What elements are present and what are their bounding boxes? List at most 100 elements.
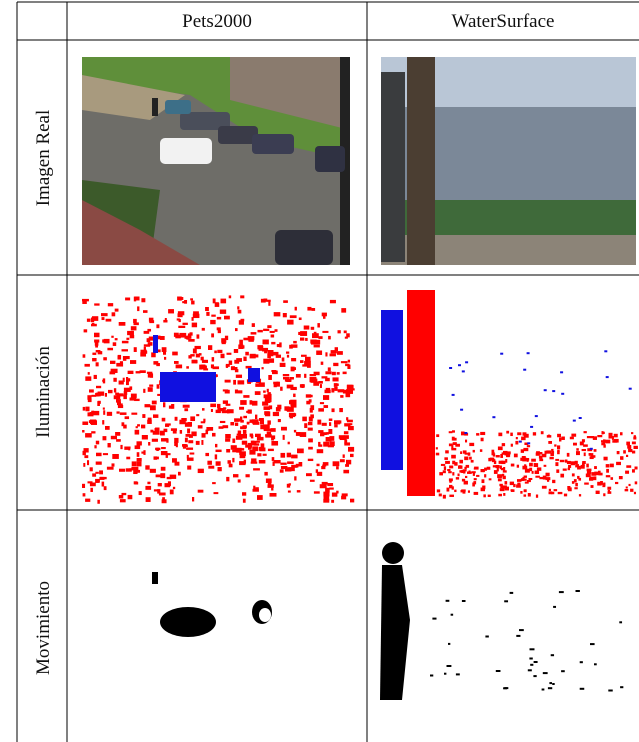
red-dot (591, 485, 594, 488)
red-dot (267, 431, 271, 436)
red-dot (539, 459, 543, 461)
red-dot (338, 330, 341, 333)
red-dot (165, 423, 171, 425)
red-dot (632, 469, 635, 472)
blue-person (381, 310, 403, 470)
red-dot (193, 349, 197, 354)
red-dot (130, 335, 134, 338)
red-dot (264, 406, 271, 410)
red-dot (179, 319, 181, 322)
blue-dot (530, 426, 533, 428)
red-dot (310, 374, 316, 376)
red-dot (306, 394, 311, 397)
red-dot (93, 411, 100, 415)
red-dot (544, 465, 547, 467)
red-dot (214, 351, 217, 354)
red-dot (459, 465, 462, 467)
red-dot (290, 387, 296, 390)
red-dot (131, 394, 137, 398)
red-dot (309, 399, 312, 402)
red-dot (350, 454, 354, 457)
red-dot (526, 458, 529, 461)
black-dot (619, 621, 622, 623)
red-dot (259, 382, 265, 386)
red-dot (346, 460, 351, 465)
red-dot (502, 485, 507, 488)
red-dot (94, 445, 96, 448)
red-dot (99, 470, 103, 474)
red-dot (320, 484, 327, 488)
red-dot (596, 491, 600, 494)
red-dot (175, 417, 178, 421)
red-dot (461, 432, 465, 436)
red-dot (317, 449, 323, 453)
red-dot (115, 432, 120, 436)
red-dot (141, 425, 145, 429)
red-dot (610, 464, 614, 468)
red-dot (238, 390, 242, 393)
red-dot (484, 474, 486, 477)
red-dot (144, 344, 150, 346)
red-dot (102, 339, 105, 342)
red-dot (220, 421, 225, 423)
red-dot (318, 430, 323, 433)
red-dot (228, 460, 231, 464)
red-dot (604, 457, 608, 461)
figure-table: Pets2000 WaterSurface Imagen Real Ilumin… (0, 0, 639, 742)
red-dot (212, 357, 215, 361)
red-dot (239, 461, 246, 465)
red-dot (296, 464, 300, 467)
red-dot (184, 300, 187, 304)
column-header: Pets2000 (182, 11, 252, 32)
red-dot (124, 388, 131, 392)
red-dot (147, 420, 152, 424)
red-dot (345, 464, 349, 467)
red-dot (220, 310, 226, 314)
red-dot (524, 476, 527, 478)
page: Pets2000 WaterSurface Imagen Real Ilumin… (0, 0, 639, 742)
red-dot (502, 443, 505, 446)
red-dot (334, 387, 337, 391)
red-dot (336, 466, 339, 469)
red-dot (274, 460, 281, 463)
red-dot (583, 444, 588, 446)
red-dot (502, 474, 504, 477)
red-dot (632, 442, 636, 445)
red-dot (326, 437, 332, 441)
red-dot (248, 410, 252, 414)
red-dot (225, 390, 230, 394)
red-dot (288, 442, 290, 445)
red-dot (216, 450, 222, 452)
red-dot (629, 484, 631, 486)
red-dot (552, 480, 555, 483)
red-dot (310, 408, 313, 413)
red-dot (307, 365, 311, 368)
red-dot (170, 490, 174, 495)
red-dot (334, 424, 337, 427)
red-dot (290, 400, 296, 405)
red-dot (603, 483, 605, 487)
red-dot (101, 313, 108, 316)
red-dot (213, 299, 216, 304)
red-dot (325, 390, 331, 394)
red-dot (575, 483, 578, 486)
red-dot (473, 473, 475, 476)
red-dot (304, 326, 310, 330)
red-dot (232, 450, 236, 453)
red-dot (590, 456, 594, 459)
red-dot (103, 357, 107, 360)
red-dot (246, 474, 250, 477)
red-dot (263, 454, 267, 456)
red-dot (150, 374, 153, 378)
column-header: WaterSurface (452, 11, 555, 32)
red-dot (120, 445, 122, 449)
black-dot (451, 614, 454, 616)
red-dot (226, 477, 229, 481)
red-dot (179, 420, 185, 425)
red-dot (460, 451, 462, 454)
red-dot (186, 448, 193, 450)
red-dot (317, 420, 321, 425)
red-dot (283, 377, 289, 379)
red-dot (277, 405, 281, 410)
red-dot (452, 472, 454, 475)
